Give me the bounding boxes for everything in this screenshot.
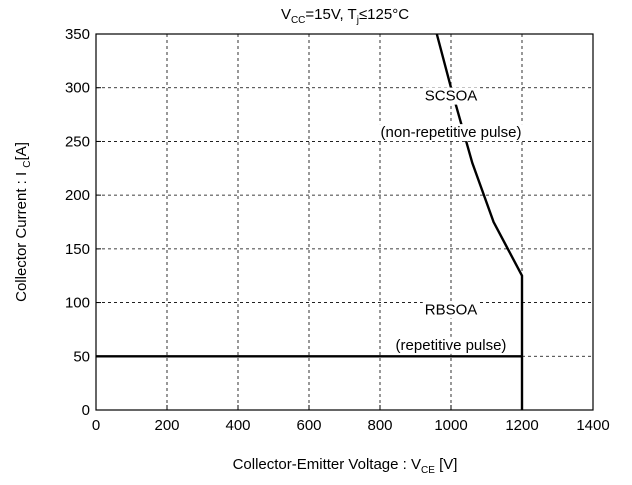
y-tick-label: 100	[65, 295, 90, 312]
annotation-label: (repetitive pulse)	[396, 337, 507, 354]
annotation-background	[393, 336, 509, 354]
annotation-background	[378, 124, 524, 142]
ticks: 0 200 400 600 800 1000 1200 1400 0 50 100 150 200 250…	[65, 26, 610, 434]
plot-frame	[95, 33, 594, 411]
y-tick-label: 200	[65, 187, 90, 204]
x-axis-title: Collector-Emitter Voltage : VCE [V]	[233, 456, 458, 476]
x-tick-label: 1200	[505, 417, 538, 434]
y-tick-label: 350	[65, 26, 90, 43]
x-tick-label: 800	[367, 417, 392, 434]
x-tick-label: 400	[225, 417, 250, 434]
y-tick-label: 300	[65, 80, 90, 97]
chart-title: VCC=15V, Tj≤125°C	[281, 6, 409, 26]
x-tick-label: 200	[154, 417, 179, 434]
y-axis-title: Collector Current : I C[A]	[13, 142, 33, 302]
y-tick-label: 250	[65, 133, 90, 150]
y-tick-label: 50	[73, 348, 90, 365]
y-tick-label: 0	[82, 402, 90, 419]
series	[96, 33, 524, 410]
y-tick-label: 150	[65, 241, 90, 258]
annotations: SCSOA (non-repetitive pulse) RBSOA (repetit…	[378, 87, 524, 354]
scsoa-curve	[435, 33, 524, 410]
annotation-label: RBSOA	[425, 301, 478, 318]
x-tick-label: 600	[296, 417, 321, 434]
annotation-label: (non-repetitive pulse)	[381, 124, 522, 141]
x-tick-label: 0	[92, 417, 100, 434]
annotation-label: SCSOA	[425, 88, 478, 105]
annotation-background	[422, 301, 480, 319]
x-tick-label: 1400	[576, 417, 609, 434]
x-tick-label: 1000	[434, 417, 467, 434]
annotation-background	[422, 87, 480, 105]
grid	[96, 34, 593, 410]
